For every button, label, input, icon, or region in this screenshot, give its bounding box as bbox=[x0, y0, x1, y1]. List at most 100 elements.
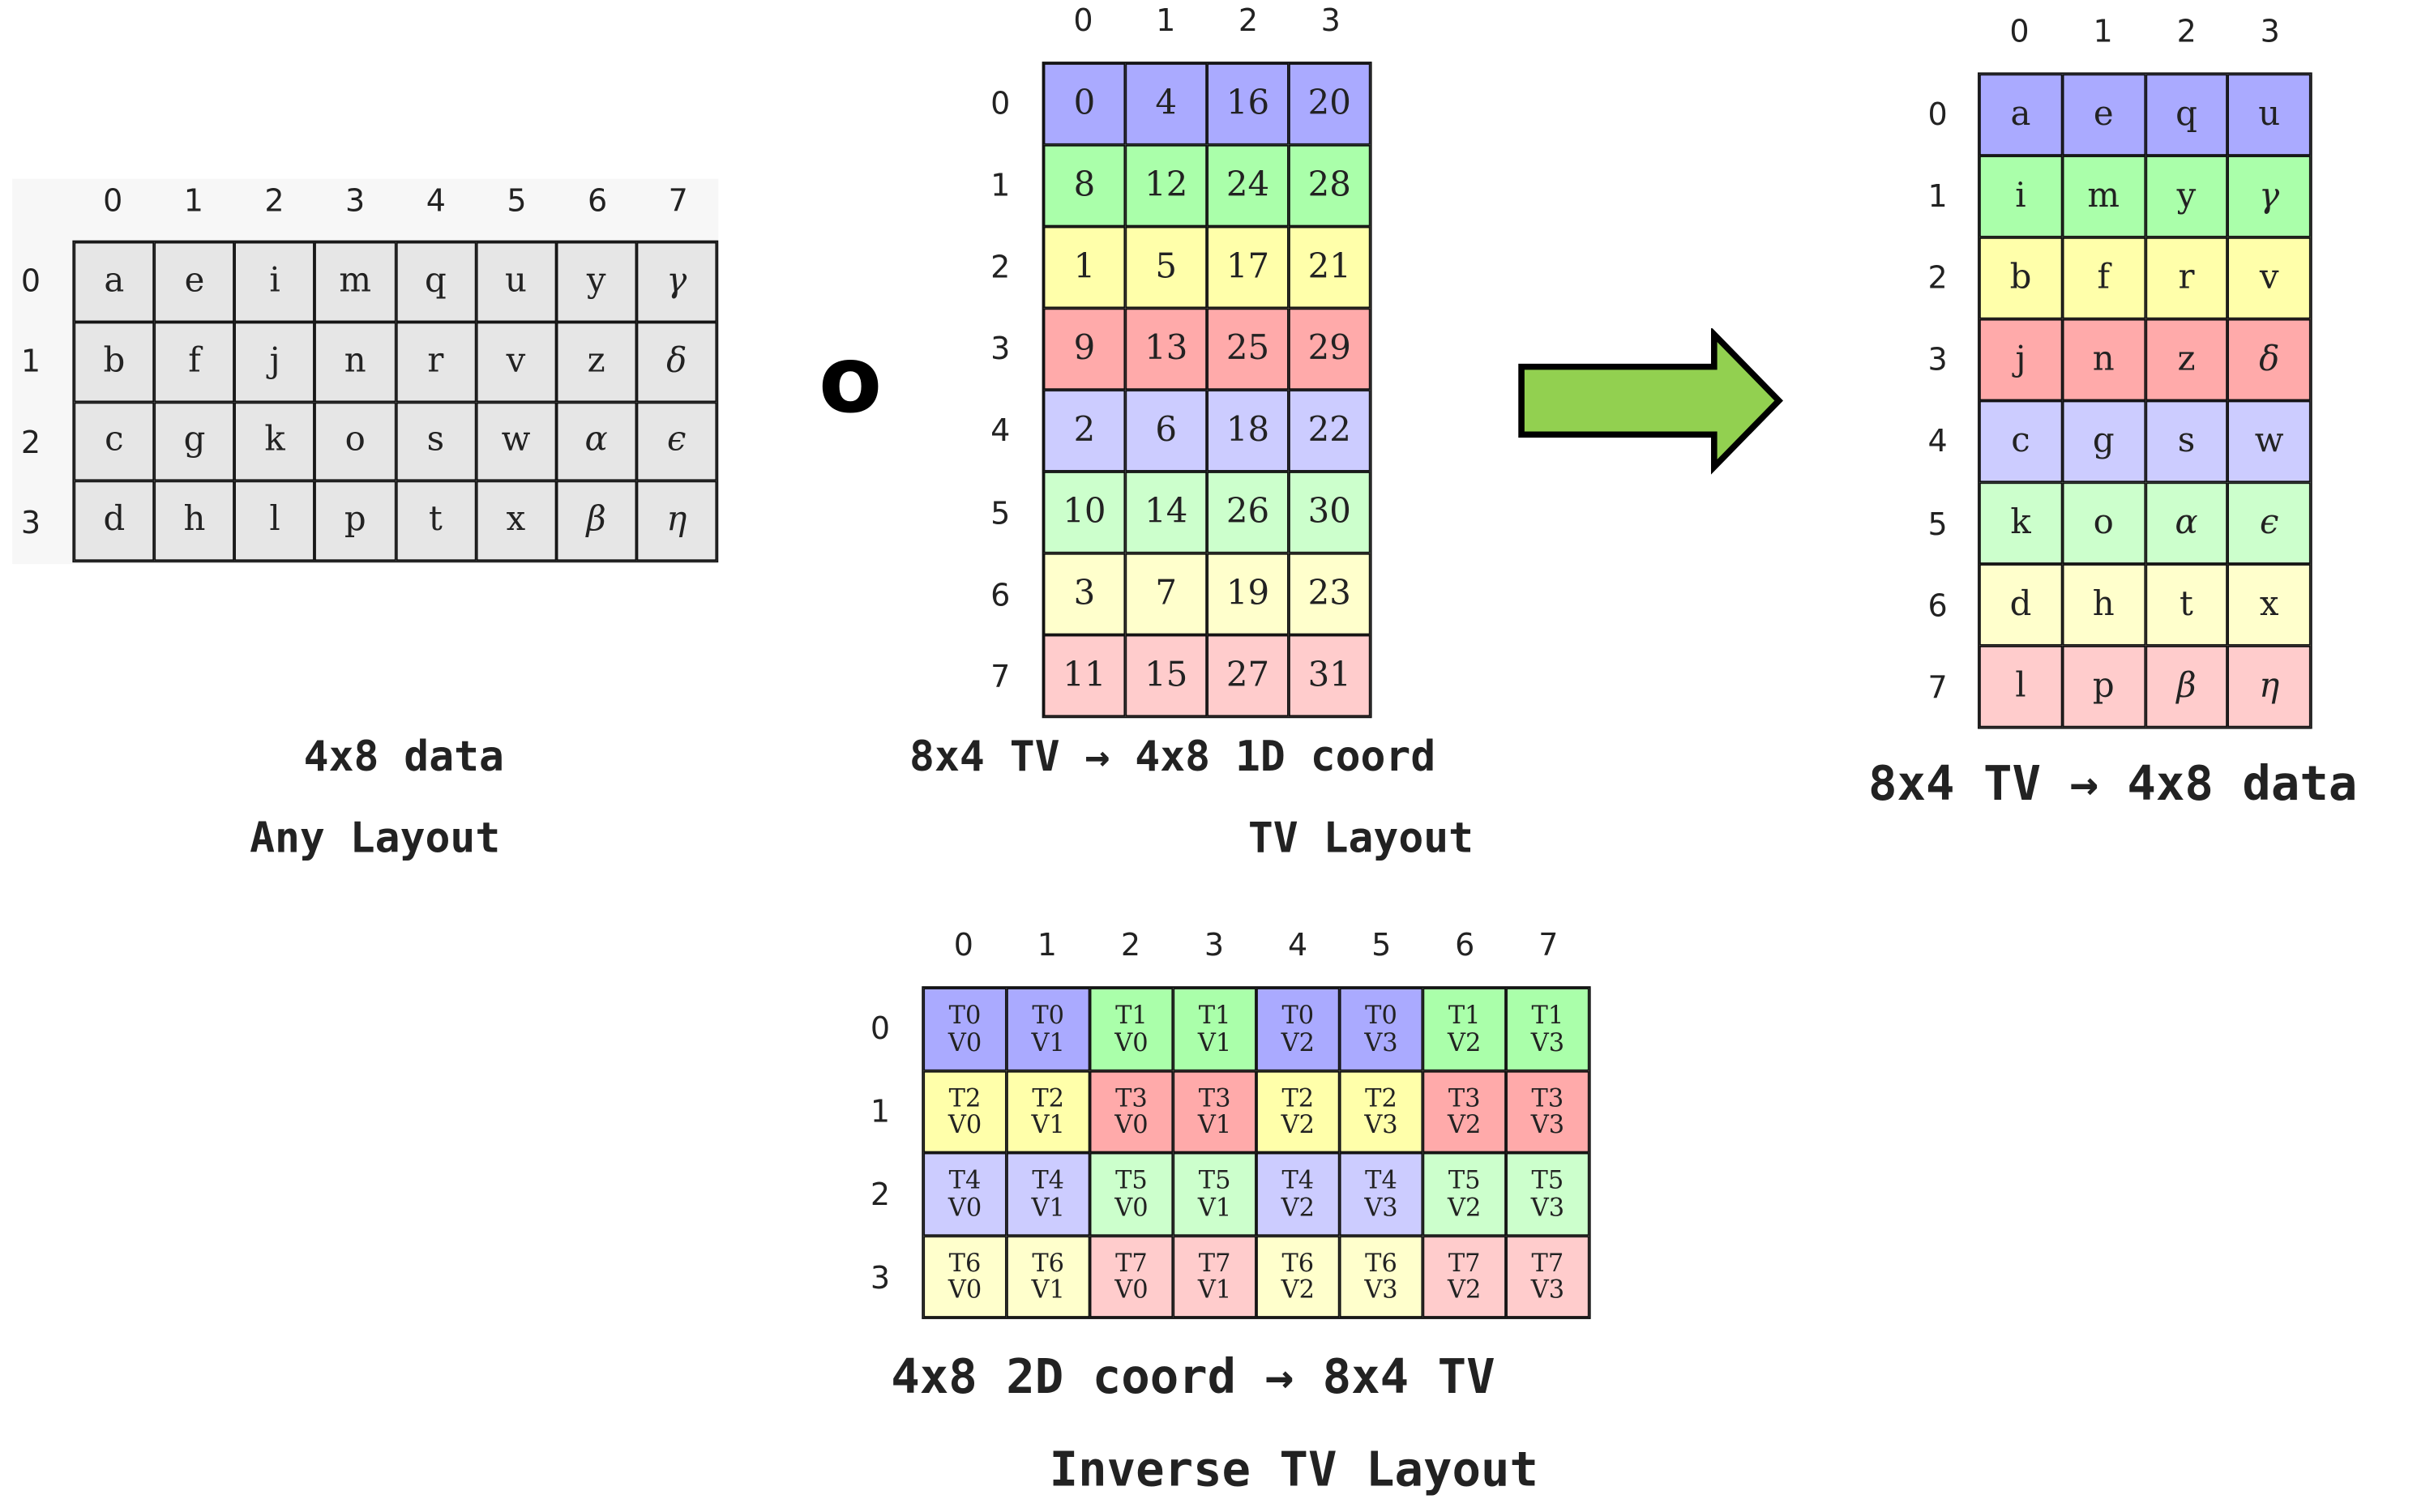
thread-index: T3 bbox=[1448, 1083, 1481, 1113]
value-index: V2 bbox=[1448, 1027, 1482, 1057]
grid-cell: T1 V0 bbox=[1089, 988, 1174, 1070]
thread-index: T3 bbox=[1198, 1083, 1231, 1113]
grid-cell: l bbox=[234, 481, 315, 562]
thread-index: T4 bbox=[1032, 1165, 1065, 1195]
grid-cell: T2 V3 bbox=[1339, 1070, 1423, 1153]
row-header: 1 bbox=[870, 1092, 891, 1130]
grid-cell: 25 bbox=[1207, 308, 1289, 391]
grid-cell: T4 V1 bbox=[1006, 1152, 1090, 1236]
grid-cell: v bbox=[475, 322, 557, 402]
grid-cell: g bbox=[154, 401, 235, 481]
value-index: V0 bbox=[948, 1109, 982, 1139]
grid-cell: s bbox=[395, 401, 476, 481]
grid-cell: a bbox=[1979, 74, 2063, 156]
grid-cell: d bbox=[1979, 564, 2063, 646]
grid-cell: b bbox=[74, 322, 155, 402]
value-index: V2 bbox=[1281, 1027, 1315, 1057]
grid-cell: 20 bbox=[1288, 62, 1371, 145]
row-header: 4 bbox=[1927, 422, 1948, 460]
row-header: 5 bbox=[1927, 505, 1948, 542]
value-index: V1 bbox=[1197, 1275, 1232, 1305]
inverse-tv-grid: T0 V0 T0 V1 T1 V0 T1 V1 T0 V2 T0 V3 T1 V2 T1 V3 T2 V0 T2 V1… bbox=[922, 986, 1591, 1319]
value-index: V0 bbox=[948, 1275, 982, 1305]
grid-cell: f bbox=[2062, 237, 2145, 319]
row-header: 0 bbox=[1927, 95, 1948, 132]
grid-cell: c bbox=[1979, 400, 2063, 483]
column-header: 3 bbox=[345, 182, 366, 220]
value-index: V1 bbox=[1031, 1027, 1065, 1057]
tv-grid-label-2: TV Layout bbox=[1247, 815, 1474, 864]
value-index: V1 bbox=[1031, 1275, 1065, 1305]
grid-cell: 24 bbox=[1207, 144, 1289, 227]
grid-cell: 14 bbox=[1125, 471, 1208, 553]
grid-cell: k bbox=[1979, 482, 2063, 565]
grid-cell: 8 bbox=[1043, 144, 1126, 227]
grid-cell: T7 V0 bbox=[1089, 1235, 1174, 1318]
thread-index: T2 bbox=[1281, 1083, 1315, 1113]
grid-cell: β bbox=[556, 481, 637, 562]
grid-cell: T7 V1 bbox=[1173, 1235, 1256, 1318]
grid-cell: T7 V3 bbox=[1506, 1235, 1589, 1318]
grid-cell: p bbox=[314, 481, 396, 562]
row-header: 0 bbox=[870, 1009, 891, 1047]
column-header: 1 bbox=[183, 182, 203, 220]
column-header: 7 bbox=[1538, 925, 1559, 963]
grid-cell: 22 bbox=[1288, 390, 1371, 472]
grid-cell: 18 bbox=[1207, 390, 1289, 472]
row-header: 5 bbox=[990, 493, 1011, 532]
grid-cell: z bbox=[556, 322, 637, 402]
thread-index: T3 bbox=[1115, 1083, 1148, 1113]
thread-index: T0 bbox=[1281, 1000, 1315, 1030]
value-index: V2 bbox=[1281, 1109, 1315, 1139]
thread-index: T1 bbox=[1531, 1000, 1564, 1030]
column-header: 1 bbox=[1156, 1, 1176, 39]
grid-cell: 12 bbox=[1125, 144, 1208, 227]
value-index: V1 bbox=[1031, 1109, 1065, 1139]
grid-cell: w bbox=[2227, 400, 2311, 483]
column-header: 3 bbox=[1204, 925, 1225, 963]
column-header: 3 bbox=[1320, 1, 1341, 39]
grid-cell: 2 bbox=[1043, 390, 1126, 472]
thread-index: T7 bbox=[1198, 1247, 1231, 1277]
thread-index: T6 bbox=[1281, 1247, 1315, 1277]
thread-index: T1 bbox=[1448, 1000, 1481, 1030]
data-grid-label-2: Any Layout bbox=[250, 815, 501, 864]
column-header: 4 bbox=[426, 182, 446, 220]
grid-cell: o bbox=[2062, 482, 2145, 565]
grid-cell: T0 V0 bbox=[923, 988, 1007, 1070]
grid-cell: γ bbox=[636, 241, 717, 322]
value-index: V3 bbox=[1530, 1027, 1565, 1057]
thread-index: T1 bbox=[1115, 1000, 1148, 1030]
grid-cell: n bbox=[314, 322, 396, 402]
thread-index: T4 bbox=[948, 1165, 982, 1195]
grid-cell: p bbox=[2062, 645, 2145, 728]
column-header: 0 bbox=[2009, 12, 2030, 49]
value-index: V3 bbox=[1530, 1192, 1565, 1222]
grid-cell: t bbox=[395, 481, 476, 562]
grid-cell: 15 bbox=[1125, 634, 1208, 717]
thread-index: T5 bbox=[1448, 1165, 1481, 1195]
value-index: V2 bbox=[1448, 1192, 1482, 1222]
row-header: 2 bbox=[1927, 258, 1948, 297]
grid-cell: ϵ bbox=[636, 401, 717, 481]
grid-cell: v bbox=[2227, 237, 2311, 319]
grid-cell: T4 V3 bbox=[1339, 1152, 1423, 1236]
thread-index: T0 bbox=[1032, 1000, 1065, 1030]
grid-cell: T5 V0 bbox=[1089, 1152, 1174, 1236]
grid-cell: h bbox=[154, 481, 235, 562]
grid-cell: 23 bbox=[1288, 553, 1371, 635]
value-index: V3 bbox=[1530, 1109, 1565, 1139]
row-header: 2 bbox=[20, 423, 41, 460]
grid-cell: g bbox=[2062, 400, 2145, 483]
grid-cell: y bbox=[2145, 156, 2228, 237]
grid-cell: 31 bbox=[1288, 634, 1371, 717]
grid-cell: o bbox=[314, 401, 396, 481]
grid-cell: η bbox=[2227, 645, 2311, 728]
grid-cell: T5 V3 bbox=[1506, 1152, 1589, 1236]
thread-index: T2 bbox=[1032, 1083, 1065, 1113]
thread-index: T0 bbox=[948, 1000, 982, 1030]
grid-cell: T4 V0 bbox=[923, 1152, 1007, 1236]
data-grid-label-1: 4x8 data bbox=[303, 733, 504, 782]
